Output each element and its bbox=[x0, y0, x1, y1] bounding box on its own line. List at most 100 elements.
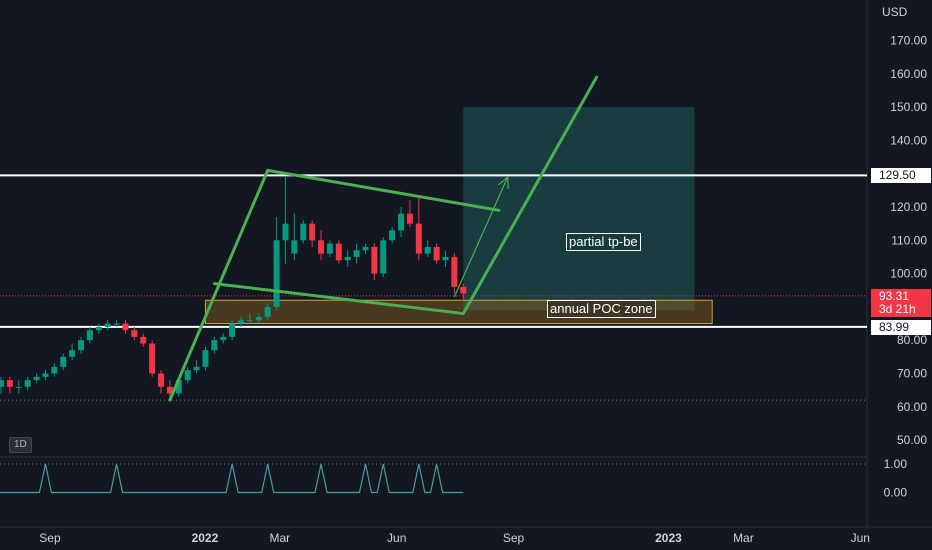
time-tick-label: Mar bbox=[733, 531, 754, 545]
currency-label: USD bbox=[882, 5, 908, 19]
candle bbox=[255, 313, 262, 324]
channel-line-2 bbox=[212, 282, 465, 316]
candle-body bbox=[202, 350, 209, 367]
candle bbox=[318, 230, 325, 261]
candle bbox=[211, 336, 218, 354]
candle bbox=[238, 316, 245, 327]
price-tick-label: 150.00 bbox=[890, 100, 927, 114]
candle bbox=[6, 376, 13, 394]
candle bbox=[406, 200, 413, 227]
candle bbox=[309, 220, 316, 247]
candle-body bbox=[460, 286, 467, 294]
indicator-line bbox=[0, 463, 464, 494]
candle bbox=[69, 343, 76, 361]
candle-body bbox=[193, 366, 200, 371]
candle-body bbox=[326, 243, 333, 254]
target-zone-label[interactable]: partial tp-be bbox=[566, 233, 641, 251]
price-tick-label: 60.00 bbox=[897, 400, 927, 414]
candle-body bbox=[451, 256, 458, 287]
last-price-value: 93.31 bbox=[879, 289, 910, 303]
candle bbox=[78, 336, 85, 354]
price-tick-label: 110.00 bbox=[891, 233, 927, 247]
candle bbox=[353, 243, 360, 264]
candle-body bbox=[33, 376, 40, 381]
projection-arrow-line bbox=[453, 176, 509, 298]
candle bbox=[300, 220, 307, 244]
candle-body bbox=[229, 323, 236, 337]
candle bbox=[344, 250, 351, 267]
support-price-tag: 83.99 bbox=[871, 320, 931, 335]
candle-body bbox=[362, 246, 369, 251]
candle-body bbox=[415, 223, 422, 254]
indicator-tick-label: 0.00 bbox=[884, 486, 908, 500]
candle-body bbox=[122, 323, 129, 331]
candle-body bbox=[309, 223, 316, 241]
candle-body bbox=[149, 343, 156, 374]
candle-body bbox=[78, 340, 85, 351]
price-tick-label: 100.00 bbox=[890, 267, 927, 281]
candle bbox=[362, 243, 369, 254]
axis-layer: 170.00160.00150.00140.00130.00120.00110.… bbox=[39, 34, 927, 546]
candle-body bbox=[60, 356, 67, 367]
candle bbox=[433, 243, 440, 264]
candle-body bbox=[300, 223, 307, 241]
candle bbox=[15, 380, 22, 394]
candle bbox=[335, 240, 342, 264]
candle-body bbox=[318, 240, 325, 254]
candle-body bbox=[113, 323, 120, 325]
candle-body bbox=[344, 256, 351, 261]
candle-body bbox=[104, 323, 111, 327]
candle bbox=[24, 376, 31, 391]
interval-badge[interactable]: 1D bbox=[9, 437, 32, 453]
candle-body bbox=[238, 320, 245, 324]
candle bbox=[371, 243, 378, 281]
candle-body bbox=[389, 230, 396, 241]
candle-body bbox=[255, 316, 262, 321]
price-tick-label: 140.00 bbox=[890, 133, 927, 147]
candle-body bbox=[406, 213, 413, 224]
target-zone bbox=[463, 107, 695, 311]
poc-zone-label[interactable]: annual POC zone bbox=[547, 300, 656, 318]
candle bbox=[246, 313, 253, 324]
candle bbox=[0, 376, 4, 394]
candle bbox=[442, 250, 449, 267]
candle-body bbox=[433, 246, 440, 261]
candle bbox=[95, 323, 102, 334]
candle-body bbox=[0, 380, 4, 387]
price-tick-label: 120.00 bbox=[890, 200, 927, 214]
indicator-layer bbox=[0, 463, 867, 494]
candle-body bbox=[140, 336, 147, 344]
candle bbox=[86, 326, 93, 344]
candle-body bbox=[6, 380, 13, 387]
candle-body bbox=[273, 240, 280, 307]
bar-countdown: 3d 21h bbox=[879, 302, 916, 316]
candle-body bbox=[335, 243, 342, 261]
candle bbox=[291, 213, 298, 261]
time-tick-label: Jun bbox=[387, 531, 406, 545]
candle-body bbox=[158, 373, 165, 387]
candle-body bbox=[42, 373, 49, 377]
price-tick-label: 160.00 bbox=[890, 67, 927, 81]
candle-body bbox=[442, 256, 449, 261]
time-tick-label: Mar bbox=[270, 531, 291, 545]
candle-body bbox=[184, 370, 191, 381]
channel-line-1 bbox=[266, 168, 501, 212]
candle-body bbox=[264, 306, 271, 317]
candle bbox=[424, 240, 431, 257]
last-price-tag: 93.31 3d 21h bbox=[871, 289, 931, 317]
candle bbox=[326, 240, 333, 257]
candle bbox=[113, 320, 120, 327]
candle bbox=[149, 340, 156, 377]
candle-body bbox=[24, 380, 31, 387]
candle-body bbox=[282, 223, 289, 241]
candle bbox=[158, 370, 165, 394]
candle bbox=[184, 366, 191, 384]
candle-body bbox=[353, 250, 360, 257]
candle bbox=[131, 326, 138, 341]
candles-layer bbox=[0, 177, 467, 401]
candle bbox=[60, 353, 67, 371]
candle-body bbox=[131, 330, 138, 337]
candle bbox=[460, 283, 467, 301]
candle bbox=[42, 370, 49, 381]
